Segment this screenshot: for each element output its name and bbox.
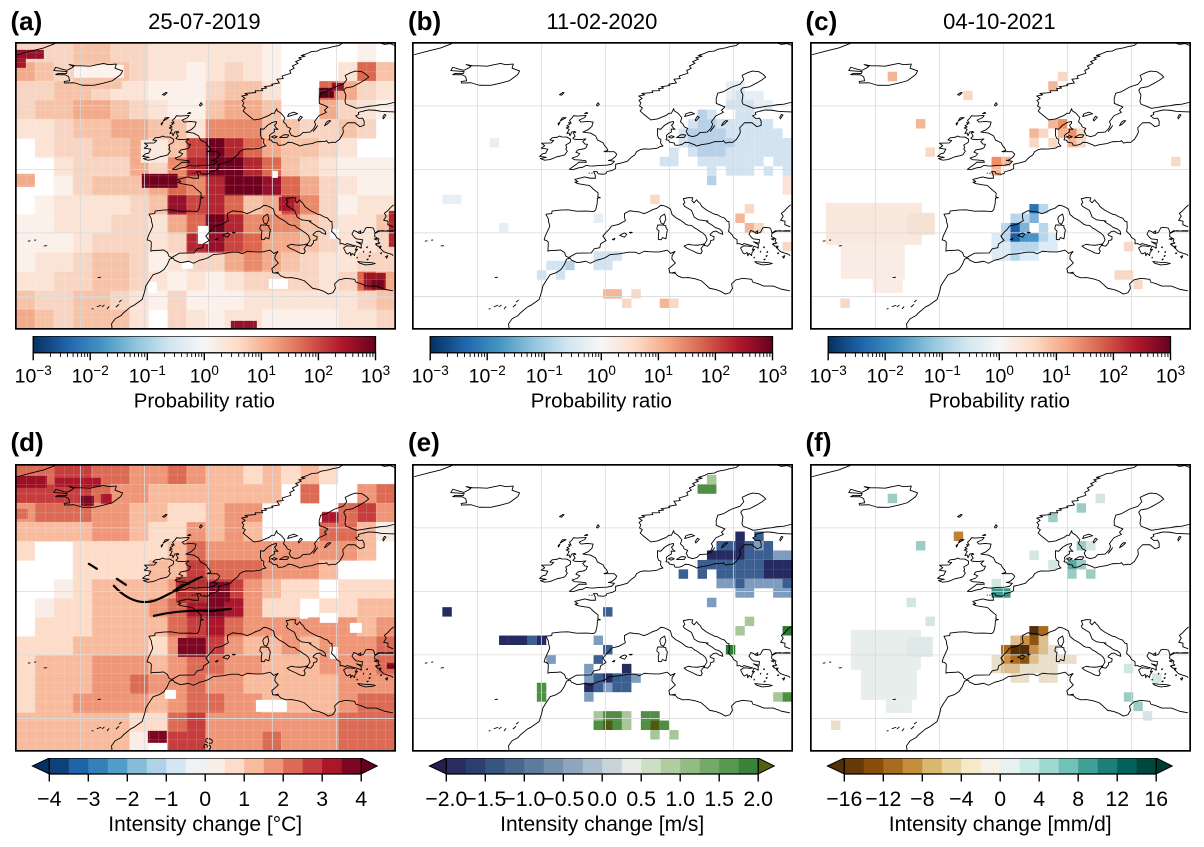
svg-text:3: 3 xyxy=(316,788,328,812)
svg-text:101: 101 xyxy=(644,362,673,386)
svg-text:10−1: 10−1 xyxy=(526,362,563,386)
svg-text:−2.0: −2.0 xyxy=(426,788,468,812)
svg-text:10−3: 10−3 xyxy=(412,362,449,386)
svg-text:30: 30 xyxy=(201,737,216,752)
svg-text:100: 100 xyxy=(587,362,616,386)
svg-text:10−2: 10−2 xyxy=(72,362,109,386)
svg-text:2.0: 2.0 xyxy=(744,788,774,812)
svg-text:1.0: 1.0 xyxy=(666,788,696,812)
svg-text:10−1: 10−1 xyxy=(924,362,961,386)
svg-text:−16: −16 xyxy=(826,788,862,812)
svg-text:4: 4 xyxy=(1033,788,1045,812)
svg-text:0: 0 xyxy=(199,788,211,812)
svg-text:102: 102 xyxy=(701,362,730,386)
svg-text:1.5: 1.5 xyxy=(705,788,735,812)
svg-text:8: 8 xyxy=(1072,788,1084,812)
svg-text:−4: −4 xyxy=(949,788,973,812)
svg-text:16: 16 xyxy=(1144,788,1168,812)
svg-text:−8: −8 xyxy=(910,788,934,812)
svg-text:10−3: 10−3 xyxy=(810,362,847,386)
svg-text:Intensity change [mm/d]: Intensity change [mm/d] xyxy=(889,813,1112,836)
svg-text:−1.0: −1.0 xyxy=(504,788,546,812)
svg-text:10−2: 10−2 xyxy=(469,362,506,386)
svg-text:Probability ratio: Probability ratio xyxy=(531,389,672,412)
svg-text:102: 102 xyxy=(304,362,333,386)
svg-text:−12: −12 xyxy=(865,788,901,812)
svg-text:−1: −1 xyxy=(154,788,178,812)
svg-text:−1.5: −1.5 xyxy=(465,788,507,812)
svg-text:101: 101 xyxy=(247,362,276,386)
svg-text:0.5: 0.5 xyxy=(627,788,657,812)
svg-text:10−2: 10−2 xyxy=(867,362,904,386)
svg-text:Intensity change [m/s]: Intensity change [m/s] xyxy=(501,813,705,836)
svg-text:2: 2 xyxy=(277,788,289,812)
svg-text:Probability ratio: Probability ratio xyxy=(929,389,1070,412)
svg-text:0.0: 0.0 xyxy=(588,788,618,812)
svg-text:Intensity change [°C]: Intensity change [°C] xyxy=(108,813,302,836)
svg-text:100: 100 xyxy=(985,362,1014,386)
svg-text:4: 4 xyxy=(355,788,367,812)
svg-text:10−1: 10−1 xyxy=(129,362,166,386)
svg-text:103: 103 xyxy=(1156,362,1185,386)
svg-text:101: 101 xyxy=(1042,362,1071,386)
svg-text:−3: −3 xyxy=(76,788,100,812)
svg-text:−2: −2 xyxy=(115,788,139,812)
svg-text:12: 12 xyxy=(1105,788,1129,812)
svg-text:103: 103 xyxy=(361,362,390,386)
svg-text:100: 100 xyxy=(190,362,219,386)
svg-text:0: 0 xyxy=(994,788,1006,812)
svg-text:102: 102 xyxy=(1099,362,1128,386)
svg-text:103: 103 xyxy=(758,362,787,386)
svg-text:−4: −4 xyxy=(37,788,61,812)
svg-text:−0.5: −0.5 xyxy=(543,788,585,812)
svg-text:10−3: 10−3 xyxy=(15,362,52,386)
svg-text:Probability ratio: Probability ratio xyxy=(134,389,275,412)
svg-text:1: 1 xyxy=(238,788,250,812)
